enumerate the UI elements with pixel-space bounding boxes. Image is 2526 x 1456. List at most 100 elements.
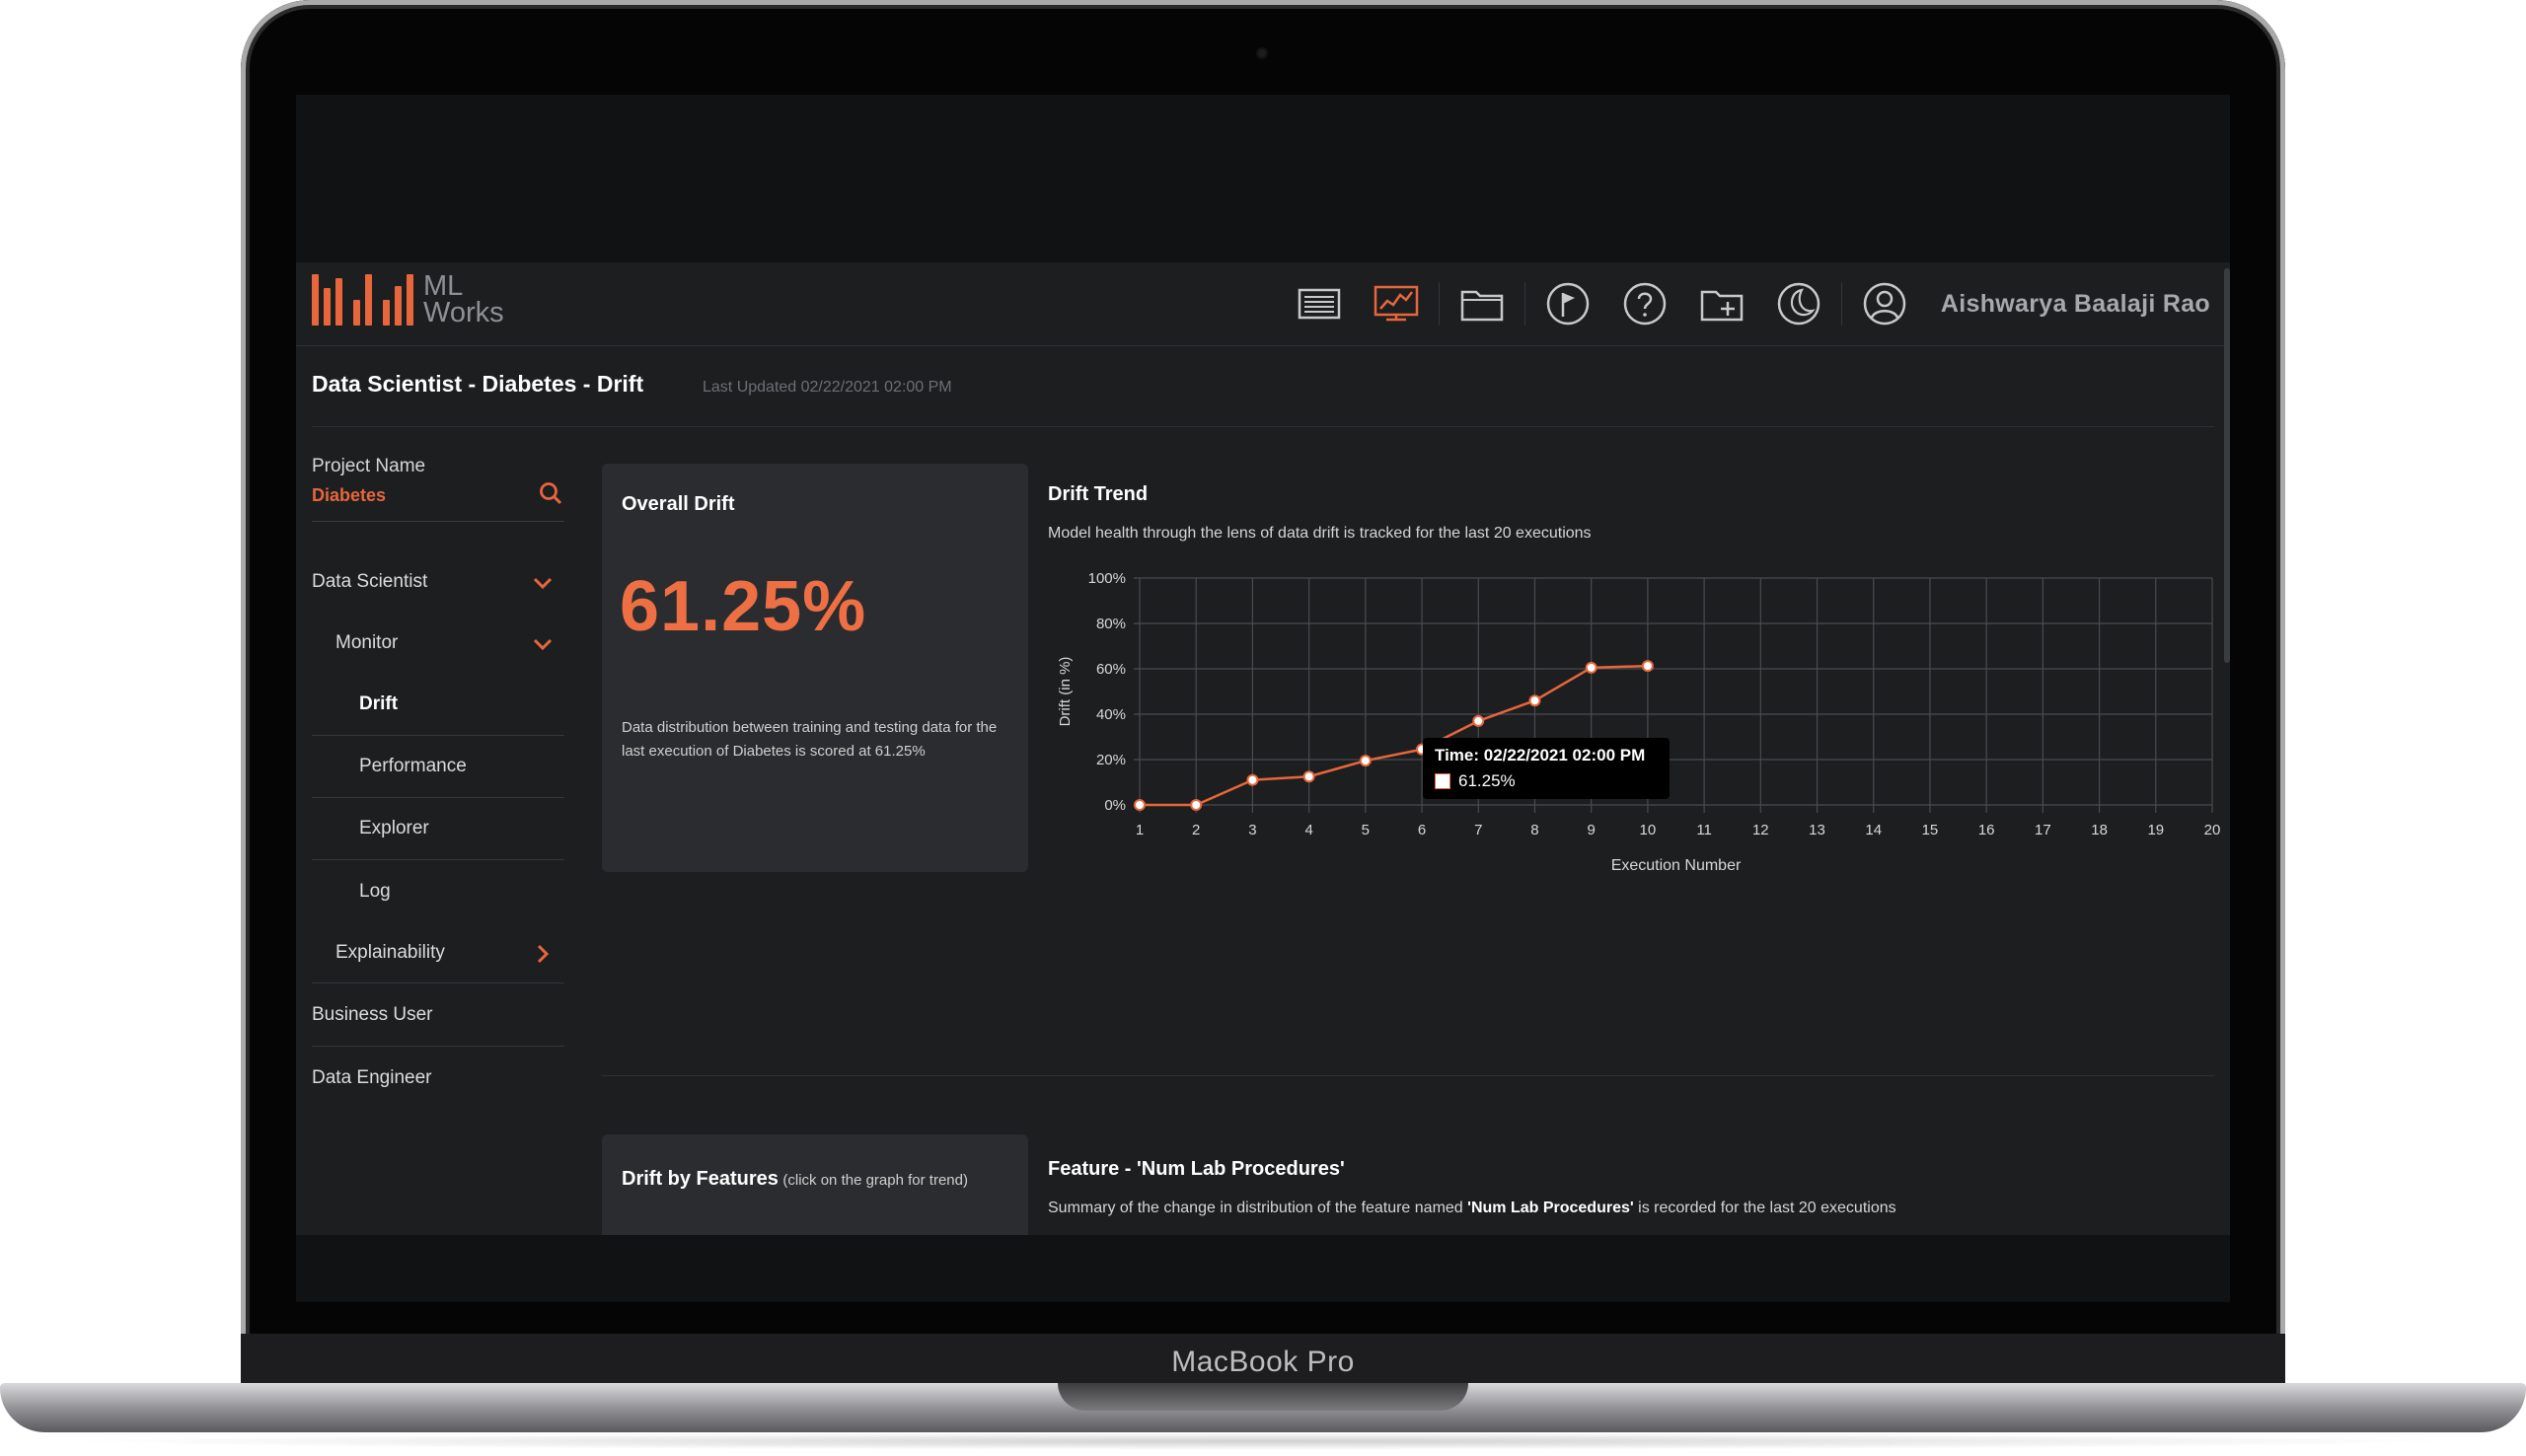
laptop-notch xyxy=(1058,1383,1468,1411)
logo-text-line2: Works xyxy=(423,297,504,328)
sidebar-item-business-user[interactable]: Business User xyxy=(312,983,564,1047)
data-point xyxy=(1190,799,1203,811)
monitor-chart-icon[interactable] xyxy=(1370,277,1423,330)
sidebar-item-explainability[interactable]: Explainability xyxy=(312,922,564,983)
drift-trend-title: Drift Trend xyxy=(1048,483,1149,505)
overall-drift-value: 61.25% xyxy=(620,567,867,646)
project-name-value[interactable]: Diabetes xyxy=(312,485,387,505)
add-folder-icon[interactable] xyxy=(1695,277,1748,330)
title-bar: Data Scientist - Diabetes - Drift Last U… xyxy=(312,345,2214,427)
data-point xyxy=(1359,755,1372,767)
tooltip-time: Time: 02/22/2021 02:00 PM xyxy=(1435,746,1646,764)
overall-drift-description: Data distribution between training and t… xyxy=(622,719,998,760)
scrollbar-thumb[interactable] xyxy=(2224,268,2230,663)
last-updated: Last Updated 02/22/2021 02:00 PM xyxy=(703,379,952,396)
data-point xyxy=(1472,714,1485,727)
y-tick-label: 0% xyxy=(1104,797,1126,814)
y-tick-label: 60% xyxy=(1096,661,1126,678)
project-name-label: Project Name xyxy=(312,456,426,476)
camera-icon xyxy=(1256,47,1268,59)
sidebar-item-label: Drift xyxy=(359,693,399,714)
x-tick-label: 16 xyxy=(1978,822,1995,838)
x-tick-label: 10 xyxy=(1640,822,1657,838)
sidebar-item-label: Data Engineer xyxy=(312,1067,432,1088)
sidebar-item-label: Business User xyxy=(312,1003,433,1025)
sidebar-nav: Data Scientist Monitor Drift Performance… xyxy=(312,551,564,1110)
x-axis-label: Execution Number xyxy=(1611,857,1742,874)
chevron-right-icon[interactable] xyxy=(531,942,555,966)
x-tick-label: 6 xyxy=(1418,822,1426,838)
screen: ML Works xyxy=(296,95,2230,1302)
x-tick-label: 18 xyxy=(2091,822,2108,838)
app-window: ML Works xyxy=(296,262,2230,1235)
ml-works-logo[interactable]: ML Works xyxy=(312,272,504,328)
toolbar-separator xyxy=(1840,282,1842,326)
scrollbar[interactable] xyxy=(2224,262,2230,1235)
drift-trend-chart[interactable]: 0%20%40%60%80%100%1 2 3 4 5 6 7 8 9 10 11 12 13 14 15 1… xyxy=(1046,552,2230,878)
x-tick-label: 4 xyxy=(1304,822,1312,838)
search-icon[interactable] xyxy=(537,479,564,507)
sidebar-item-log[interactable]: Log xyxy=(312,860,564,922)
top-bar: ML Works xyxy=(296,262,2230,346)
list-icon[interactable] xyxy=(1293,277,1346,330)
logo-mark xyxy=(312,274,413,326)
data-point xyxy=(1641,660,1654,673)
project-selector[interactable]: Diabetes xyxy=(312,477,564,522)
logo-text: ML Works xyxy=(423,270,504,328)
toolbar-separator xyxy=(1438,282,1440,326)
x-tick-label: 5 xyxy=(1362,822,1370,838)
x-tick-label: 12 xyxy=(1752,822,1769,838)
chevron-down-icon[interactable] xyxy=(531,632,555,656)
sidebar-item-label: Monitor xyxy=(335,632,399,653)
toolbar: Aishwarya Baalaji Rao xyxy=(1281,276,2210,331)
feature-subtitle-after: is recorded for the last 20 executions xyxy=(1633,1200,1896,1216)
sidebar-item-performance[interactable]: Performance xyxy=(312,736,564,798)
feature-title: Feature - 'Num Lab Procedures' xyxy=(1048,1158,1345,1180)
drift-by-features-title: Drift by Features xyxy=(622,1168,779,1190)
device-label: MacBook Pro xyxy=(1171,1346,1355,1378)
data-point xyxy=(1528,694,1541,707)
drift-by-features-card[interactable]: Drift by Features (click on the graph fo… xyxy=(602,1134,1028,1235)
bezel-bottom: MacBook Pro xyxy=(241,1334,2285,1391)
user-avatar-icon[interactable] xyxy=(1858,277,1911,330)
series-line xyxy=(1140,664,1648,807)
x-tick-label: 7 xyxy=(1474,822,1482,838)
overall-drift-card: Overall Drift 61.25% Data distribution b… xyxy=(602,464,1028,872)
x-tick-label: 3 xyxy=(1248,822,1256,838)
tooltip-value: 61.25% xyxy=(1458,771,1516,790)
sidebar-item-data-scientist[interactable]: Data Scientist xyxy=(312,551,564,613)
chevron-down-icon[interactable] xyxy=(531,571,555,595)
x-tick-label: 8 xyxy=(1530,822,1538,838)
sidebar-item-drift[interactable]: Drift xyxy=(312,674,564,736)
y-tick-label: 100% xyxy=(1088,570,1126,587)
flag-icon[interactable] xyxy=(1541,277,1595,330)
x-tick-label: 2 xyxy=(1192,822,1200,838)
overall-drift-title: Overall Drift xyxy=(622,493,735,515)
sidebar-item-label: Performance xyxy=(359,756,467,776)
x-tick-label: 9 xyxy=(1588,822,1596,838)
data-point xyxy=(1246,773,1259,786)
feature-subtitle: Summary of the change in distribution of… xyxy=(1048,1200,1896,1217)
help-icon[interactable] xyxy=(1618,277,1672,330)
logo-text-line1: ML xyxy=(423,270,464,302)
x-tick-label: 11 xyxy=(1696,822,1712,838)
user-name[interactable]: Aishwarya Baalaji Rao xyxy=(1940,289,2210,318)
x-tick-label: 14 xyxy=(1865,822,1882,838)
sidebar-item-label: Log xyxy=(359,880,391,902)
folder-icon[interactable] xyxy=(1455,277,1509,330)
x-tick-label: 1 xyxy=(1136,822,1144,838)
sidebar-item-explorer[interactable]: Explorer xyxy=(312,798,564,860)
section-divider xyxy=(602,1075,2214,1076)
laptop-shadow xyxy=(59,1432,2467,1450)
drift-by-features-hint: (click on the graph for trend) xyxy=(782,1172,968,1189)
data-point xyxy=(1585,661,1597,674)
y-axis-label: Drift (in %) xyxy=(1057,657,1074,727)
moon-icon[interactable] xyxy=(1772,277,1825,330)
sidebar-item-monitor[interactable]: Monitor xyxy=(312,613,564,674)
x-tick-label: 19 xyxy=(2147,822,2164,838)
y-tick-label: 40% xyxy=(1096,706,1126,723)
y-tick-label: 20% xyxy=(1096,752,1126,768)
drift-by-features-heading: Drift by Features (click on the graph fo… xyxy=(622,1164,1016,1196)
sidebar-item-label: Explorer xyxy=(359,818,429,838)
sidebar-item-data-engineer[interactable]: Data Engineer xyxy=(312,1047,564,1110)
